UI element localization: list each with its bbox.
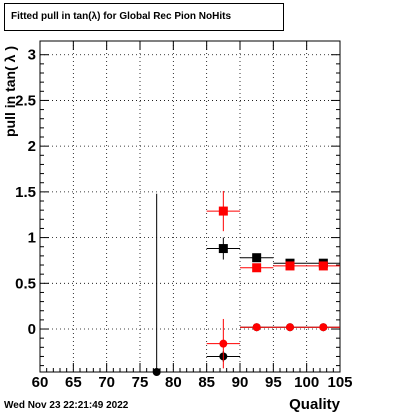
axis-ticks — [39, 41, 341, 372]
chart-title: Fitted pull in tan(λ) for Global Rec Pio… — [11, 11, 231, 22]
x-tick-label: 75 — [132, 374, 149, 391]
data-point-circle — [152, 368, 161, 376]
x-tick-label: 85 — [198, 374, 215, 391]
x-tick-label: 100 — [294, 374, 319, 391]
data-point-square — [285, 261, 295, 271]
data-point-square — [218, 206, 228, 216]
data-point-square — [218, 244, 228, 254]
x-tick-label: 80 — [165, 374, 182, 391]
plot-frame — [39, 40, 341, 373]
y-tick-label: 0 — [28, 321, 36, 338]
x-tick-label: 60 — [32, 374, 49, 391]
y-axis-label: pull in tan( λ ) — [2, 46, 18, 137]
data-point-square — [252, 263, 262, 273]
x-tick-label: 105 — [327, 374, 352, 391]
y-tick-label: 0.5 — [15, 275, 36, 292]
timestamp-footer: Wed Nov 23 22:21:49 2022 — [4, 400, 129, 411]
data-point-circle — [319, 323, 328, 332]
x-tick-label: 65 — [65, 374, 82, 391]
y-tick-label: 2 — [28, 138, 36, 155]
data-point-circle — [252, 323, 261, 332]
data-point-circle — [286, 323, 294, 332]
data-marks — [152, 190, 340, 376]
y-tick-label: 1 — [28, 230, 36, 247]
x-tick-label: 90 — [232, 374, 249, 391]
chart-title-box: Fitted pull in tan(λ) for Global Rec Pio… — [4, 3, 284, 31]
x-tick-label: 70 — [98, 374, 115, 391]
data-point-square — [318, 261, 328, 271]
data-point-circle — [219, 339, 228, 348]
y-tick-label: 3 — [28, 47, 36, 64]
y-tick-label: 2.5 — [15, 92, 36, 109]
tick-labels: 60 65 70 75 80 85 90 95 100 105 0 0.5 1 1.5 2 2.5 3 — [15, 47, 352, 391]
y-tick-label: 1.5 — [15, 184, 36, 201]
x-tick-label: 95 — [265, 374, 282, 391]
x-axis-label: Quality — [289, 396, 340, 413]
data-point-square — [252, 253, 262, 263]
